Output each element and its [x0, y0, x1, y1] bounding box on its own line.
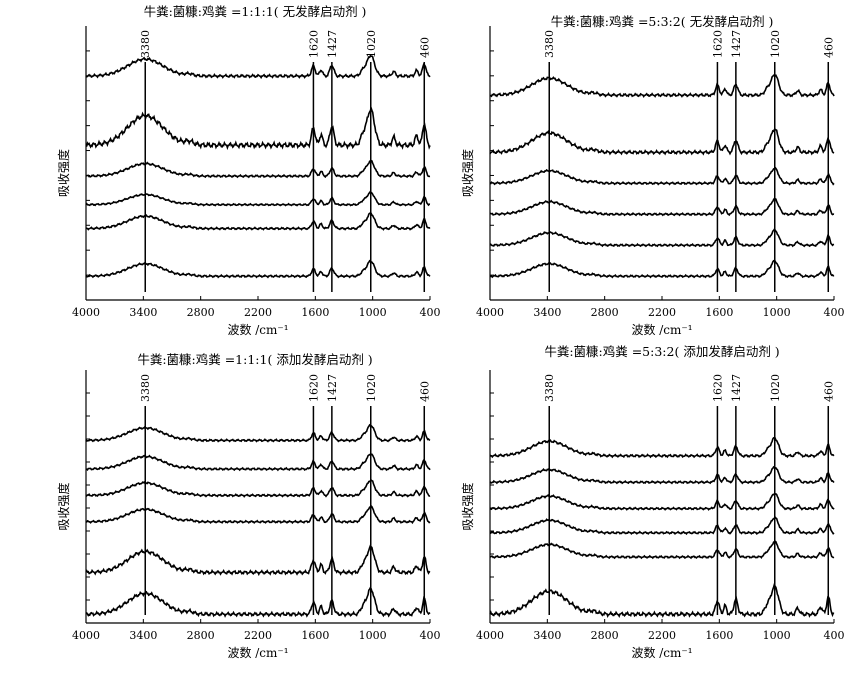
x-tick-label: 4000: [72, 306, 100, 319]
panel-title: 牛粪:菌糠:鸡粪 =5:3:2( 添加发酵启动剂 ): [544, 344, 779, 359]
x-tick-label: 1600: [705, 306, 733, 319]
x-axis-title: 波数 /cm⁻¹: [631, 322, 692, 337]
x-tick-label: 4000: [72, 629, 100, 642]
x-tick-label: 1000: [763, 629, 791, 642]
x-tick-label: 2200: [648, 629, 676, 642]
x-tick-label: 2800: [187, 306, 215, 319]
peak-label-1620: 1620: [711, 30, 724, 58]
x-tick-label: 2800: [591, 306, 619, 319]
x-tick-label: 1000: [359, 306, 387, 319]
peak-label-1427: 1427: [326, 30, 339, 58]
spectrum-line-6: [85, 54, 431, 80]
spectrum-line-3: [85, 190, 431, 207]
spectrum-line-2: [85, 543, 431, 577]
spectrum-line-5: [489, 465, 835, 485]
x-tick-label: 2200: [648, 306, 676, 319]
x-tick-label: 3400: [533, 306, 561, 319]
spectrum-line-3: [85, 504, 431, 525]
panel-4: 牛粪:菌糠:鸡粪 =5:3:2( 添加发酵启动剂 ) 4000 3400 2800 22…: [460, 344, 845, 660]
spectrum-line-4: [86, 159, 431, 179]
panel-2: 牛粪:菌糠:鸡粪 =5:3:2( 无发酵启动剂 ) 4000 3400 2800 220…: [460, 14, 845, 337]
spectrum-line-1: [85, 586, 431, 618]
peak-label-460: 460: [418, 37, 431, 58]
x-tick-label: 1000: [359, 629, 387, 642]
panel-3: 牛粪:菌糠:鸡粪 =1:1:1( 添加发酵启动剂 ) 4000 3400 2800 22…: [56, 352, 441, 660]
x-axis-title: 波数 /cm⁻¹: [227, 322, 288, 337]
x-tick-label: 4000: [476, 629, 504, 642]
peak-label-3380: 3380: [543, 30, 556, 58]
peak-label-1020: 1020: [365, 374, 378, 402]
spectrum-line-1: [489, 259, 835, 279]
peak-label-1020: 1020: [769, 374, 782, 402]
spectrum-line-4: [489, 165, 835, 186]
x-tick-label: 4000: [476, 306, 504, 319]
x-tick-label: 400: [420, 306, 441, 319]
peak-label-460: 460: [822, 37, 835, 58]
spectrum-line-6: [489, 74, 835, 99]
y-axis-title: 吸收强度: [56, 149, 71, 197]
x-tick-label: 2800: [187, 629, 215, 642]
spectrum-line-3: [489, 197, 835, 217]
spectrum-line-1: [489, 581, 835, 619]
x-tick-label: 2200: [244, 306, 272, 319]
spectrum-line-4: [489, 492, 835, 511]
spectrum-line-4: [85, 478, 431, 498]
spectrum-line-5: [489, 128, 835, 156]
y-axis-title: 吸收强度: [460, 149, 475, 197]
x-tick-label: 3400: [129, 306, 157, 319]
panel-1: 牛粪:菌糠:鸡粪 =1:1:1( 无发酵启动剂 ) 4000 3400 2800 220…: [56, 4, 441, 337]
x-tick-label: 1600: [301, 306, 329, 319]
peak-label-3380: 3380: [139, 374, 152, 402]
peak-label-1427: 1427: [326, 374, 339, 402]
spectrum-line-5: [85, 105, 431, 151]
y-axis-title: 吸收强度: [56, 482, 71, 530]
spectrum-line-6: [85, 423, 431, 443]
peak-label-1020: 1020: [769, 30, 782, 58]
peak-label-1427: 1427: [730, 30, 743, 58]
spectrum-line-2: [489, 227, 835, 248]
x-tick-label: 2800: [591, 629, 619, 642]
x-tick-label: 1000: [763, 306, 791, 319]
x-axis-title: 波数 /cm⁻¹: [227, 645, 288, 660]
panel-title: 牛粪:菌糠:鸡粪 =5:3:2( 无发酵启动剂 ): [551, 14, 774, 29]
peak-label-1020: 1020: [365, 30, 378, 58]
x-tick-label: 3400: [129, 629, 157, 642]
peak-label-460: 460: [418, 381, 431, 402]
x-tick-label: 3400: [533, 629, 561, 642]
peak-label-1620: 1620: [711, 374, 724, 402]
peak-label-460: 460: [822, 381, 835, 402]
x-axis-title: 波数 /cm⁻¹: [631, 645, 692, 660]
spectrum-line-1: [85, 259, 431, 279]
spectrum-line-5: [85, 453, 431, 472]
x-tick-label: 2200: [244, 629, 272, 642]
x-tick-label: 400: [824, 306, 845, 319]
x-tick-label: 400: [420, 629, 441, 642]
peak-label-3380: 3380: [543, 374, 556, 402]
peak-label-1620: 1620: [307, 374, 320, 402]
x-tick-label: 1600: [301, 629, 329, 642]
spectrum-line-2: [489, 540, 835, 560]
spectrum-line-6: [489, 436, 835, 459]
panel-title: 牛粪:菌糠:鸡粪 =1:1:1( 添加发酵启动剂 ): [137, 352, 372, 367]
peak-label-3380: 3380: [139, 30, 152, 58]
peak-label-1427: 1427: [730, 374, 743, 402]
spectrum-line-3: [489, 515, 835, 536]
peak-label-1620: 1620: [307, 30, 320, 58]
x-tick-label: 1600: [705, 629, 733, 642]
x-tick-label: 400: [824, 629, 845, 642]
y-axis-title: 吸收强度: [460, 482, 475, 530]
panel-title: 牛粪:菌糠:鸡粪 =1:1:1( 无发酵启动剂 ): [144, 4, 367, 19]
spectrum-line-2: [85, 212, 431, 231]
